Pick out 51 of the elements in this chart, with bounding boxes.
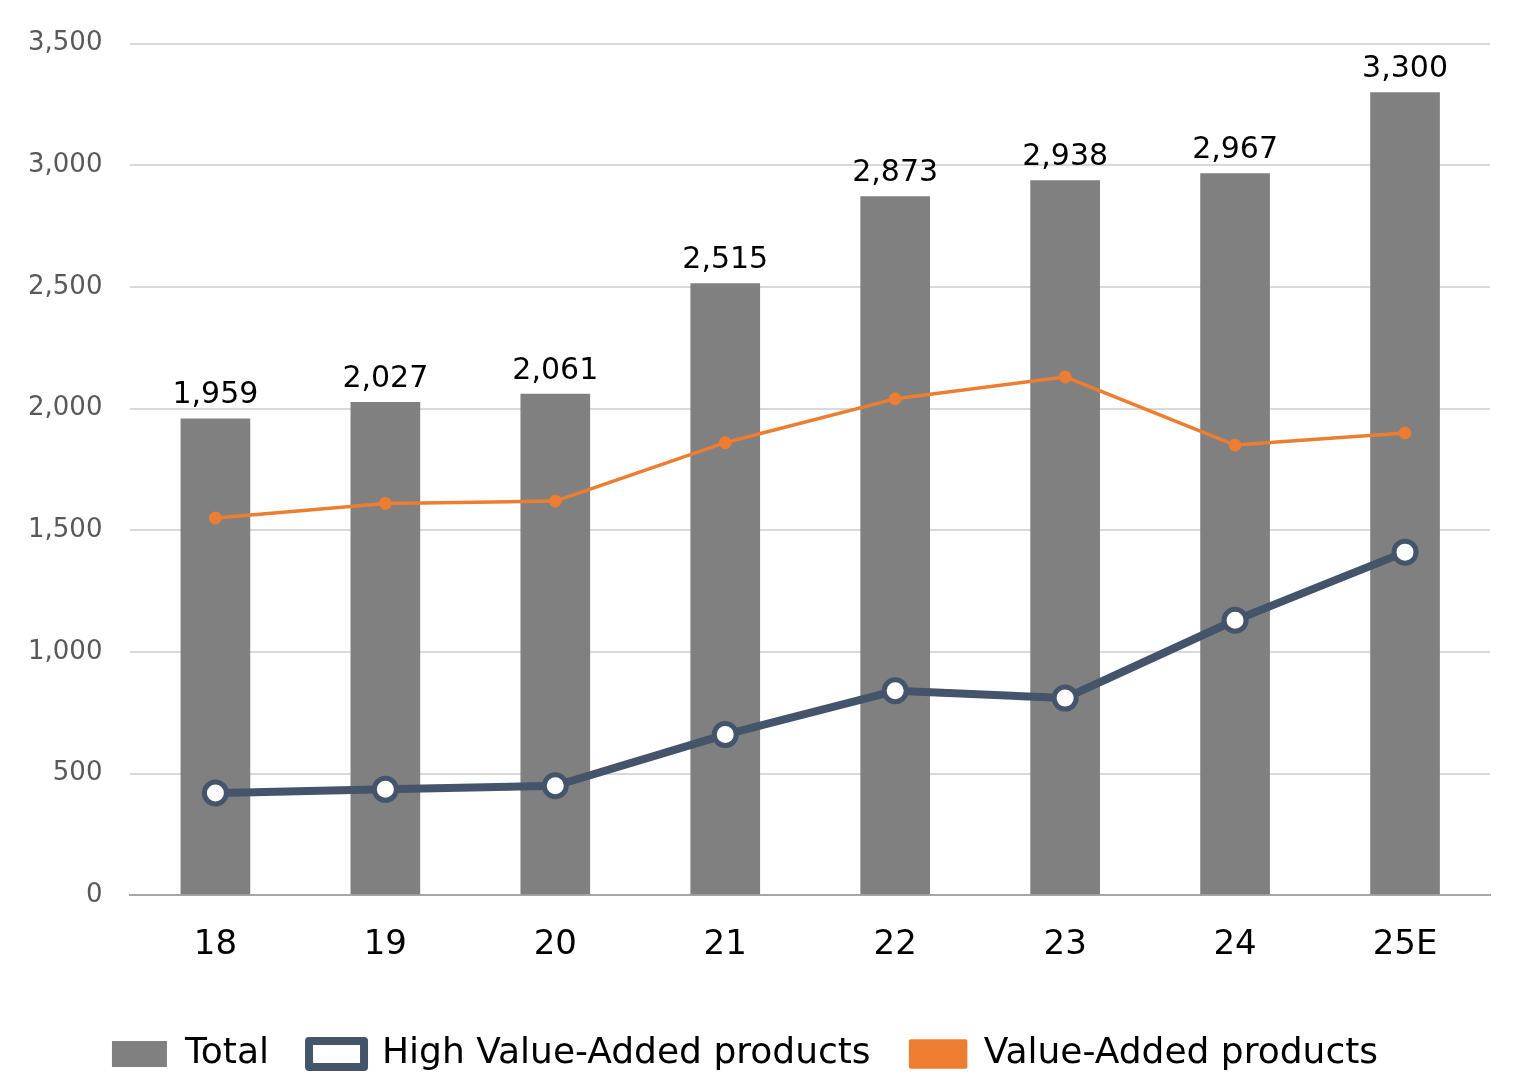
data-label: 2,027 — [342, 358, 429, 394]
x-tick-label: 24 — [1213, 922, 1257, 963]
point — [1221, 606, 1249, 634]
point — [541, 772, 569, 800]
x-tick-label: 20 — [533, 922, 577, 963]
legend-label: High Value-Added products — [382, 1030, 871, 1072]
data-label: 2,938 — [1022, 137, 1109, 173]
y-tick-label: 1,500 — [28, 512, 103, 543]
point — [1228, 438, 1242, 452]
data-label: 2,061 — [512, 350, 599, 386]
point — [1051, 684, 1079, 712]
point — [888, 392, 902, 406]
point — [548, 494, 562, 508]
legend-label: Value-Added products — [983, 1030, 1379, 1072]
bar — [520, 393, 591, 895]
x-tick-label: 18 — [193, 922, 238, 963]
point — [718, 436, 732, 450]
bar — [180, 418, 251, 895]
x-tick-label: 22 — [873, 922, 917, 963]
data-label: 2,873 — [852, 152, 939, 188]
y-tick-label: 2,000 — [28, 391, 103, 422]
data-label: 1,959 — [172, 375, 259, 411]
bar — [1370, 92, 1440, 895]
bar — [1200, 173, 1270, 895]
point — [378, 496, 392, 510]
x-tick-label: 21 — [703, 922, 747, 963]
point — [1391, 538, 1419, 566]
data-label: 2,515 — [682, 240, 769, 276]
y-tick-label: 1,000 — [28, 634, 103, 665]
x-tick-label: 19 — [363, 922, 407, 963]
x-tick-label: 25E — [1372, 922, 1438, 963]
bar — [350, 402, 421, 895]
point — [208, 511, 222, 525]
data-label: 2,967 — [1192, 130, 1279, 166]
point — [881, 677, 909, 705]
point — [711, 721, 739, 749]
x-tick-label: 23 — [1043, 922, 1087, 963]
bar — [1030, 180, 1100, 895]
bar — [860, 196, 931, 895]
y-tick-label: 2,500 — [28, 269, 103, 300]
legend-label: Total — [183, 1030, 270, 1072]
point — [201, 779, 229, 807]
point — [1058, 370, 1072, 384]
y-tick-label: 0 — [85, 877, 103, 908]
bar — [690, 283, 761, 895]
y-tick-label: 3,000 — [28, 148, 103, 179]
y-tick-label: 500 — [52, 756, 103, 787]
y-tick-label: 3,500 — [28, 26, 103, 57]
point — [1398, 426, 1412, 440]
point — [371, 775, 399, 803]
data-label: 3,300 — [1362, 49, 1448, 85]
